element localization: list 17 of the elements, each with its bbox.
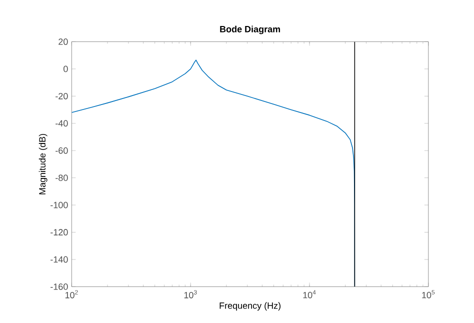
y-tick-label: 20 xyxy=(58,38,68,45)
chart-title: Bode Diagram xyxy=(220,26,280,34)
y-tick-label: -80 xyxy=(56,174,68,181)
y-tick-label: -120 xyxy=(50,229,68,236)
y-tick-label: -100 xyxy=(50,202,68,208)
x-tick-label: 10$^{2}$ xyxy=(65,290,78,298)
y-tick-label: -40 xyxy=(56,120,68,127)
y-tick-label: -160 xyxy=(50,283,68,290)
y-axis-title: Magnitude (dB) xyxy=(38,134,48,194)
y-tick-label: 0 xyxy=(64,66,68,72)
y-tick-label: -60 xyxy=(56,147,68,154)
x-axis-title: Frequency (Hz) xyxy=(220,302,280,311)
x-tick-label: 10$^{3}$ xyxy=(184,290,197,298)
y-tick-label: -140 xyxy=(50,256,68,263)
x-tick-label: 10$^{5}$ xyxy=(422,290,435,298)
y-tick-label: -20 xyxy=(56,92,68,100)
x-tick-label: 10$^{4}$ xyxy=(303,290,316,298)
